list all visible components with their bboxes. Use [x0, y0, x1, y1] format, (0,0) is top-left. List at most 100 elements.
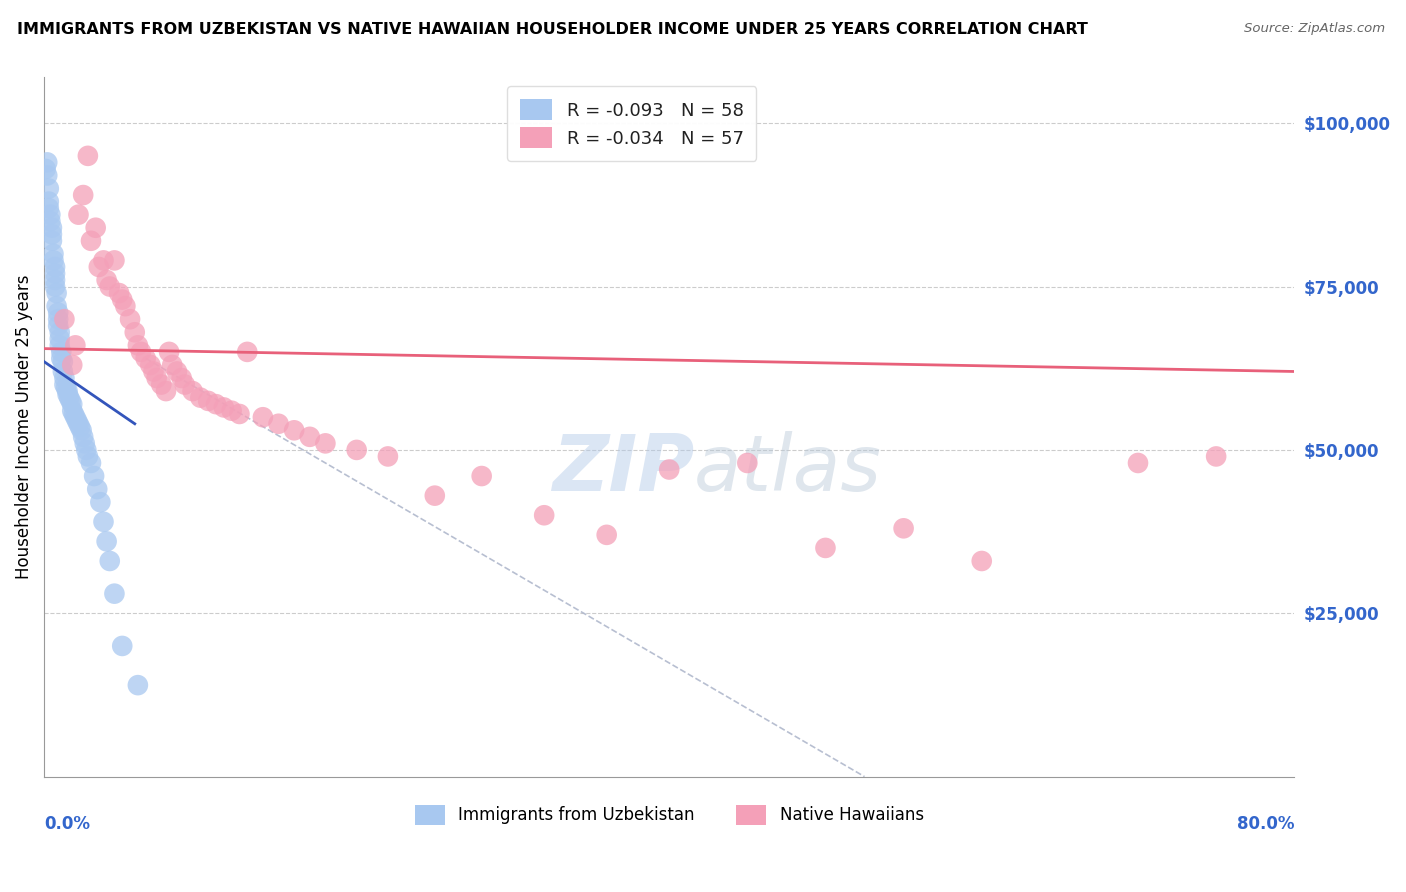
Point: [42, 253, 65, 268]
Point: [84, 220, 107, 235]
Point: [65, 410, 87, 425]
Point: [423, 489, 446, 503]
Point: [108, 286, 131, 301]
Point: [80, 456, 103, 470]
Point: [166, 364, 188, 378]
Point: [283, 423, 305, 437]
Point: [38, 201, 60, 215]
Point: [51, 344, 73, 359]
Point: [155, 384, 177, 398]
Point: [73, 436, 96, 450]
Point: [190, 391, 212, 405]
Point: [70, 423, 93, 437]
Point: [41, 234, 63, 248]
Point: [221, 403, 243, 417]
Point: [48, 326, 70, 340]
Point: [471, 469, 494, 483]
Point: [595, 528, 617, 542]
Point: [157, 344, 180, 359]
Point: [1205, 450, 1227, 464]
Point: [127, 338, 149, 352]
Point: [66, 413, 89, 427]
Point: [53, 377, 76, 392]
Point: [58, 391, 80, 405]
Point: [111, 293, 134, 307]
Point: [60, 397, 83, 411]
Point: [83, 469, 105, 483]
Point: [346, 442, 368, 457]
Point: [1126, 456, 1149, 470]
Text: Source: ZipAtlas.com: Source: ZipAtlas.com: [1244, 22, 1385, 36]
Point: [93, 515, 115, 529]
Point: [145, 371, 167, 385]
Point: [65, 338, 87, 352]
Point: [228, 407, 250, 421]
Point: [103, 587, 125, 601]
Point: [142, 364, 165, 378]
Point: [267, 417, 290, 431]
Point: [59, 393, 82, 408]
Point: [39, 214, 62, 228]
Point: [38, 194, 60, 209]
Point: [67, 417, 90, 431]
Point: [377, 450, 399, 464]
Point: [38, 181, 60, 195]
Point: [52, 364, 75, 378]
Point: [314, 436, 336, 450]
Point: [37, 155, 59, 169]
Point: [46, 318, 69, 333]
Point: [55, 381, 77, 395]
Point: [80, 234, 103, 248]
Point: [46, 306, 69, 320]
Legend: Immigrants from Uzbekistan, Native Hawaiians: Immigrants from Uzbekistan, Native Hawai…: [408, 798, 931, 831]
Point: [56, 387, 79, 401]
Point: [51, 351, 73, 366]
Point: [45, 299, 67, 313]
Point: [53, 312, 76, 326]
Text: 80.0%: 80.0%: [1237, 815, 1295, 833]
Point: [76, 149, 98, 163]
Point: [96, 273, 118, 287]
Point: [150, 377, 173, 392]
Point: [87, 260, 110, 274]
Point: [103, 253, 125, 268]
Point: [67, 208, 90, 222]
Point: [72, 430, 94, 444]
Point: [39, 208, 62, 222]
Point: [37, 169, 59, 183]
Text: 0.0%: 0.0%: [44, 815, 90, 833]
Point: [893, 521, 915, 535]
Point: [98, 279, 121, 293]
Point: [93, 253, 115, 268]
Point: [98, 554, 121, 568]
Point: [76, 450, 98, 464]
Point: [42, 247, 65, 261]
Point: [236, 344, 259, 359]
Point: [127, 678, 149, 692]
Point: [970, 554, 993, 568]
Point: [170, 371, 193, 385]
Point: [139, 358, 162, 372]
Point: [120, 312, 142, 326]
Point: [56, 384, 79, 398]
Point: [298, 430, 321, 444]
Text: atlas: atlas: [695, 431, 882, 507]
Point: [252, 410, 274, 425]
Point: [129, 344, 152, 359]
Point: [41, 220, 63, 235]
Point: [162, 358, 184, 372]
Point: [53, 371, 76, 385]
Point: [62, 407, 84, 421]
Point: [34, 161, 56, 176]
Point: [60, 358, 83, 372]
Point: [44, 260, 66, 274]
Point: [60, 403, 83, 417]
Point: [44, 279, 66, 293]
Point: [72, 188, 94, 202]
Point: [48, 332, 70, 346]
Point: [96, 534, 118, 549]
Y-axis label: Householder Income Under 25 years: Householder Income Under 25 years: [15, 275, 32, 579]
Point: [205, 397, 228, 411]
Point: [658, 462, 681, 476]
Point: [48, 338, 70, 352]
